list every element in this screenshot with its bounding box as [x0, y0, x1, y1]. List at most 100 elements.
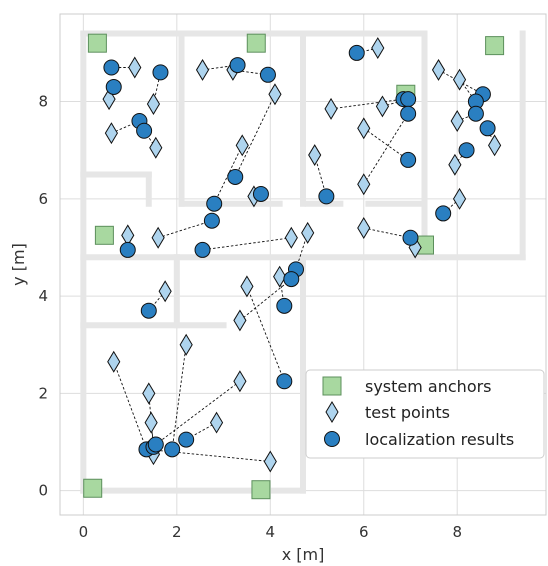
result-marker	[479, 120, 496, 137]
result-marker	[164, 441, 181, 458]
test-point-marker	[357, 217, 371, 239]
test-point-marker	[488, 134, 502, 157]
result-marker	[194, 241, 211, 258]
legend-anchor-label: system anchors	[365, 377, 492, 396]
result-marker	[259, 66, 276, 83]
test-point-marker	[450, 110, 464, 132]
link-line	[330, 98, 404, 110]
test-point-marker	[284, 226, 298, 249]
result-marker	[136, 122, 153, 139]
link-line	[171, 344, 187, 450]
x-tick-label: 0	[79, 523, 89, 541]
plot-frame	[59, 13, 547, 516]
result-marker	[400, 105, 417, 122]
y-tick-label: 4	[38, 287, 48, 305]
link-line	[363, 113, 409, 185]
result-marker	[276, 373, 293, 390]
y-tick-label: 2	[38, 384, 48, 402]
result-marker	[206, 195, 223, 212]
test-point-marker	[195, 58, 210, 81]
legend-result-label: localization results	[365, 430, 514, 449]
result-marker	[147, 436, 164, 453]
test-point-marker	[209, 411, 224, 434]
link-line	[155, 380, 241, 445]
anchor-marker	[246, 33, 266, 53]
tick-labels: 0 2 4 6 8 0 2 4 6 8	[38, 93, 462, 541]
result-marker	[283, 271, 300, 288]
test-point-marker	[142, 382, 156, 405]
test-point-marker	[452, 187, 467, 210]
result-marker	[348, 44, 365, 61]
test-point-marker	[268, 83, 282, 106]
anchor-marker	[485, 36, 505, 56]
test-point-marker	[144, 411, 158, 434]
link-line	[363, 227, 411, 239]
test-point-marker	[452, 68, 467, 91]
test-point-marker	[146, 93, 161, 115]
result-marker	[227, 168, 244, 185]
test-point-marker	[107, 350, 121, 373]
test-point-marker	[233, 309, 247, 332]
link-line	[356, 47, 378, 54]
y-tick-label: 0	[38, 482, 48, 500]
result-marker	[435, 205, 452, 222]
x-axis-label: x [m]	[282, 545, 325, 564]
link-line	[246, 286, 285, 382]
test-point-marker	[308, 144, 322, 167]
anchor-marker	[87, 33, 107, 53]
y-tick-label: 6	[38, 190, 48, 208]
link-line	[457, 113, 477, 122]
test-point-marker	[179, 333, 193, 356]
test-point-marker	[263, 450, 277, 473]
x-tick-label: 4	[266, 523, 276, 541]
legend-result-marker	[324, 431, 340, 447]
legend-test-label: test points	[365, 403, 450, 422]
anchor-markers	[83, 33, 505, 500]
test-point-marker	[375, 95, 390, 118]
result-marker	[229, 57, 246, 74]
test-point-marker	[273, 265, 287, 288]
result-marker	[402, 229, 419, 246]
test-point-markers	[102, 37, 502, 473]
result-marker	[178, 431, 195, 448]
result-markers	[103, 44, 496, 458]
result-marker	[252, 185, 269, 202]
link-line	[202, 237, 292, 251]
test-point-marker	[104, 122, 118, 145]
result-marker	[400, 151, 417, 168]
test-point-marker	[235, 134, 249, 157]
legend: system anchors test points localization …	[305, 369, 545, 459]
test-point-marker	[357, 117, 371, 140]
test-point-marker	[357, 173, 371, 196]
result-marker	[103, 59, 120, 76]
anchor-marker	[94, 225, 114, 245]
test-point-marker	[301, 221, 315, 244]
test-point-marker	[233, 370, 247, 393]
test-point-marker	[324, 97, 338, 120]
anchor-marker	[251, 480, 271, 500]
floor-plan-walls	[80, 30, 526, 494]
x-tick-label: 2	[172, 523, 182, 541]
legend-box	[305, 369, 545, 459]
x-tick-label: 8	[452, 523, 462, 541]
result-marker	[105, 78, 122, 95]
anchor-marker	[83, 478, 103, 498]
legend-test-marker	[325, 401, 339, 423]
test-to-result-links	[108, 47, 496, 462]
result-marker	[119, 241, 136, 258]
link-line	[438, 69, 484, 95]
test-point-marker	[371, 37, 385, 60]
result-marker	[467, 105, 484, 122]
link-line	[234, 94, 276, 178]
test-point-marker	[149, 136, 163, 159]
result-marker	[152, 64, 169, 81]
result-marker	[458, 142, 475, 159]
link-line	[363, 127, 409, 161]
y-tick-label: 8	[38, 93, 48, 111]
link-line	[113, 361, 147, 450]
legend-anchor-marker	[322, 376, 342, 396]
result-marker	[203, 212, 220, 229]
result-marker	[318, 188, 335, 205]
test-point-marker	[240, 275, 254, 298]
